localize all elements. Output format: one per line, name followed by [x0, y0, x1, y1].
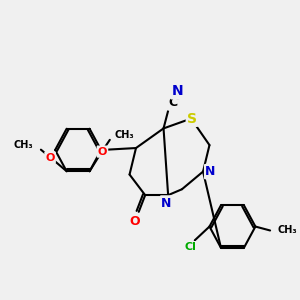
Text: CH₃: CH₃ [14, 140, 34, 150]
Text: S: S [187, 112, 197, 126]
Text: O: O [130, 215, 140, 228]
Text: CH₃: CH₃ [114, 130, 134, 140]
Text: C: C [168, 96, 177, 110]
Text: CH₃: CH₃ [278, 226, 297, 236]
Text: N: N [172, 84, 183, 98]
Text: N: N [161, 196, 172, 209]
Text: N: N [205, 165, 216, 178]
Text: O: O [98, 147, 107, 157]
Text: O: O [45, 152, 55, 163]
Text: Cl: Cl [184, 242, 196, 252]
